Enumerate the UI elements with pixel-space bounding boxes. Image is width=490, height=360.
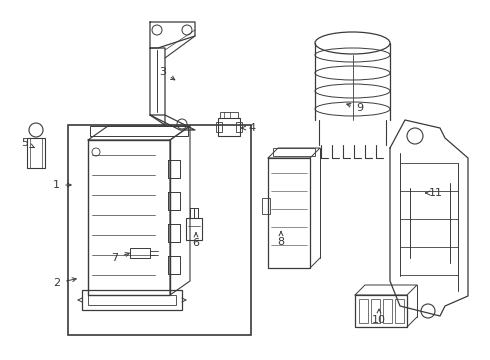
Bar	[395, 299, 404, 323]
Text: 4: 4	[248, 123, 256, 133]
Text: 9: 9	[356, 103, 364, 113]
Text: 1: 1	[52, 180, 59, 190]
Bar	[130, 248, 150, 258]
Text: 3: 3	[160, 67, 167, 77]
Text: 6: 6	[193, 238, 199, 248]
Bar	[218, 118, 240, 136]
Bar	[268, 158, 310, 268]
Text: 7: 7	[111, 253, 119, 263]
Bar	[273, 148, 315, 156]
Bar	[68, 125, 251, 335]
Bar	[90, 126, 188, 136]
Bar	[236, 122, 242, 132]
Text: 2: 2	[53, 278, 61, 288]
Bar	[355, 295, 407, 327]
Text: 11: 11	[429, 188, 443, 198]
Bar	[371, 299, 380, 323]
Bar	[88, 140, 170, 295]
Bar	[216, 122, 222, 132]
Bar	[186, 218, 202, 240]
Bar	[262, 198, 270, 214]
Bar	[359, 299, 368, 323]
Bar	[383, 299, 392, 323]
Bar	[82, 290, 182, 310]
Bar	[88, 295, 176, 305]
Bar	[220, 112, 238, 118]
Text: 5: 5	[22, 138, 28, 148]
Text: 8: 8	[277, 237, 285, 247]
Text: 10: 10	[372, 315, 386, 325]
Bar	[27, 138, 45, 168]
